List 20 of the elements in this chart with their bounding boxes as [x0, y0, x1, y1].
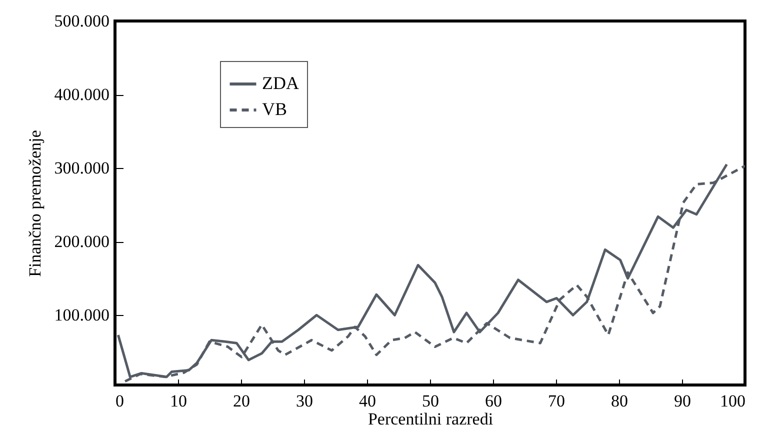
x-tick-label: 40 [359, 392, 376, 410]
x-tick-label: 80 [611, 392, 628, 410]
x-tick-label: 90 [674, 392, 691, 410]
x-tick-label: 70 [548, 392, 565, 410]
legend-label: VB [262, 99, 288, 119]
x-tick-label: 100 [720, 392, 746, 410]
y-tick-label: 200.000 [54, 232, 110, 252]
x-tick-label: 0 [116, 392, 124, 410]
x-tick-label: 20 [233, 392, 250, 410]
x-axis-title: Percentilni razredi [368, 410, 494, 428]
x-tick-label: 10 [170, 392, 187, 410]
x-tick-label: 60 [485, 392, 502, 410]
y-tick-label: 100.000 [54, 306, 110, 325]
y-tick-label: 500.000 [54, 12, 110, 30]
legend-label: ZDA [262, 73, 299, 93]
x-tick-label: 30 [296, 392, 313, 410]
y-axis-title: Finančno premoženje [25, 130, 44, 277]
y-tick-label: 300.000 [54, 158, 110, 178]
y-tick-label: 400.000 [54, 85, 110, 104]
x-tick-label: 50 [422, 392, 439, 410]
